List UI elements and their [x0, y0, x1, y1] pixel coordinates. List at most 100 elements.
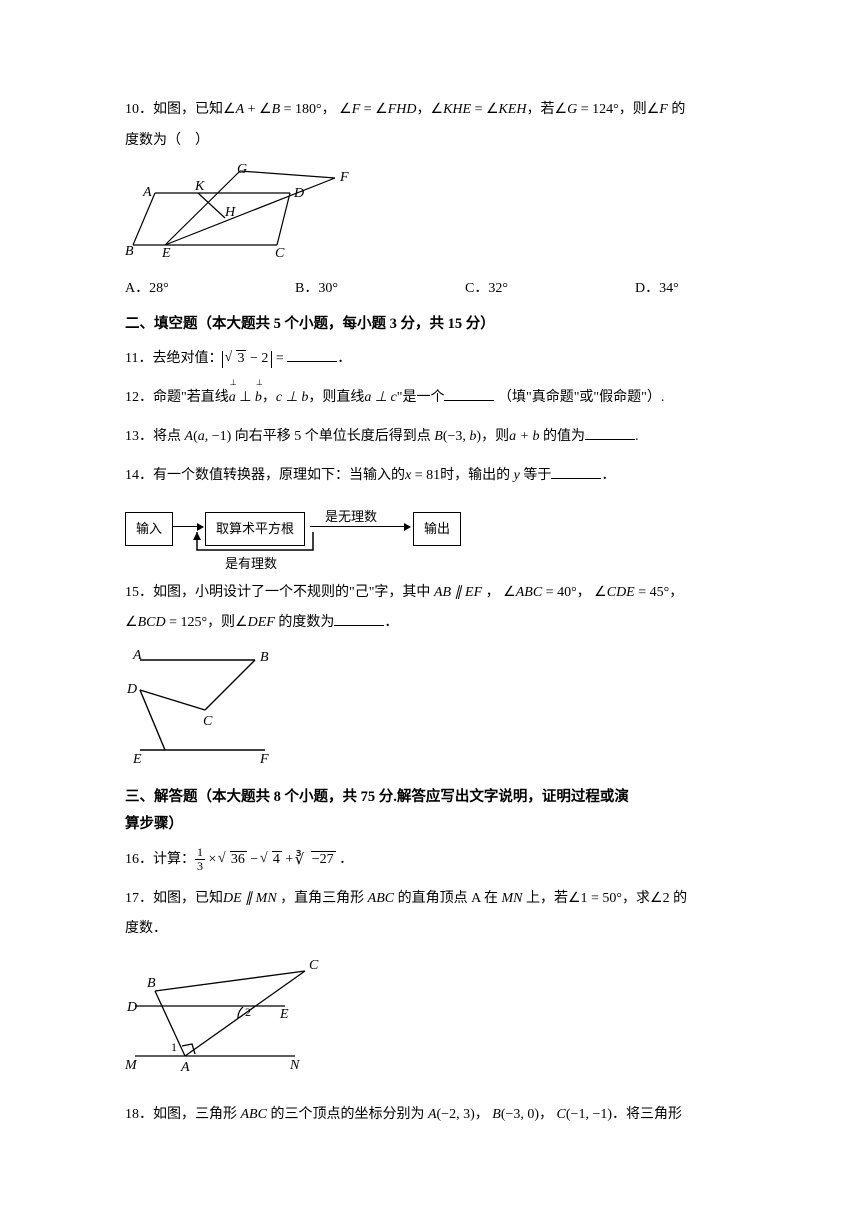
q15-expr-b: ∠ABC = 40° [503, 585, 577, 600]
q10-choice-d[interactable]: D．34° [635, 276, 735, 303]
q13-expr-b: B(−3, b) [434, 429, 481, 444]
q13-expr-a: A(a, −1) [185, 429, 232, 444]
q10-num: 10． [125, 102, 153, 117]
flow-label-irr: 是无理数 [325, 505, 377, 530]
q10-label-G: G [237, 163, 247, 177]
q10-label-K: K [194, 179, 205, 194]
q10-label-F: F [339, 170, 349, 185]
q17-label-A: A [180, 1060, 190, 1075]
q10-expr-a: ∠A + ∠B = 180° [223, 102, 322, 117]
q10-choice-b[interactable]: B．30° [295, 276, 465, 303]
q15-text-d: 的度数为 [278, 615, 334, 630]
q16-frac: 13 [195, 846, 205, 873]
q10-label-B: B [125, 244, 134, 258]
q18-expr-b: A(−2, 3) [428, 1107, 475, 1122]
q15-text-c: ，则 [207, 615, 235, 630]
q17-expr-d: ∠1 = 50° [568, 891, 622, 906]
q10-text-a: 如图，已知 [153, 102, 223, 117]
q17-text-a: 如图，已知 [153, 891, 223, 906]
q18-expr-a: ABC [241, 1107, 267, 1122]
q17-label-D: D [126, 1000, 137, 1015]
q16-num: 16． [125, 852, 153, 867]
q17-text-f: 的 [673, 891, 687, 906]
q16-cbrt1: −27 [297, 845, 336, 876]
q17-num: 17． [125, 891, 153, 906]
q15-label-C: C [203, 714, 213, 729]
q16-sqrt1: 36 [220, 845, 247, 876]
question-13: 13．将点 A(a, −1) 向右平移 5 个单位长度后得到点 B(−3, b)… [125, 422, 750, 453]
q12-text-c: "是一个 [397, 390, 445, 405]
question-11: 11．去绝对值：3 − 2 = ． [125, 344, 750, 375]
q14-expr-b: y [514, 468, 520, 483]
q18-text-b: 的三个顶点的坐标分别为 [270, 1107, 424, 1122]
q12-text-a: 命题"若直线 [153, 390, 229, 405]
q17-expr-c: MN [501, 891, 522, 906]
q13-text-c: ，则 [481, 429, 509, 444]
question-15: 15．如图，小明设计了一个不规则的"己"字，其中 AB ∥ EF ， ∠ABC … [125, 578, 750, 776]
q18-text-c: ．将三角形 [612, 1107, 682, 1122]
flow-label-rat: 是有理数 [225, 552, 277, 577]
q15-expr-d: ∠BCD = 125° [125, 615, 207, 630]
q14-num: 14． [125, 468, 153, 483]
q17-label-N: N [289, 1058, 300, 1073]
q11-num: 11． [125, 351, 152, 366]
q11-text-a: 去绝对值： [152, 351, 222, 366]
q12-blank[interactable] [444, 385, 494, 401]
q10-figure: G F A K D H B E C [125, 163, 750, 269]
q15-label-E: E [132, 752, 142, 765]
q10-expr-e: ∠F [647, 102, 668, 117]
q13-num: 13． [125, 429, 153, 444]
q17-text: 17．如图，已知DE ∥ MN ，直角三角形 ABC 的直角顶点 A 在 MN … [125, 884, 750, 946]
q17-label-C: C [309, 958, 319, 973]
q14-text-d: ． [601, 468, 615, 483]
q11-eq: = [272, 351, 287, 366]
q11-blank[interactable] [287, 346, 337, 362]
question-18: 18．如图，三角形 ABC 的三个顶点的坐标分别为 A(−2, 3)， B(−3… [125, 1100, 750, 1131]
q10-expr-d: ∠G = 124° [555, 102, 619, 117]
q11-abs: 3 − 2 [222, 351, 272, 368]
question-16: 16．计算：13 × 36 − 4 + −27 ． [125, 845, 750, 876]
flow-output-box: 输出 [413, 512, 461, 547]
q10-text-e: 度数为（ ） [125, 133, 209, 148]
q15-text-b: ， [669, 585, 683, 600]
q13-expr-c: a + b [509, 429, 539, 444]
q17-label-M: M [125, 1058, 138, 1073]
q14-text-c: 等于 [523, 468, 551, 483]
q17-label-1: 1 [171, 1040, 177, 1054]
q17-expr-b: ABC [368, 891, 394, 906]
q10-text-d: 的 [671, 102, 685, 117]
q14-blank[interactable] [551, 463, 601, 479]
q18-text-a: 如图，三角形 [153, 1107, 237, 1122]
q10-choices: A．28° B．30° C．32° D．34° [125, 276, 750, 303]
q10-label-H: H [224, 205, 236, 220]
q17-expr-e: ∠2 [650, 891, 670, 906]
section-2-title: 二、填空题（本大题共 5 个小题，每小题 3 分，共 15 分） [125, 311, 750, 339]
q15-label-D: D [126, 682, 137, 697]
q16-sqrt2: 4 [262, 845, 282, 876]
q15-expr-e: ∠DEF [235, 615, 275, 630]
q13-blank[interactable] [585, 424, 635, 440]
q10-choice-a[interactable]: A．28° [125, 276, 295, 303]
q14-text-a: 有一个数值转换器，原理如下：当输入的 [153, 468, 405, 483]
q10-choice-c[interactable]: C．32° [465, 276, 635, 303]
q14-expr-a: x = 81 [405, 468, 440, 483]
question-12: 12．命题"若直线⊥a ⊥ ⊥b，c ⊥ b，则直线a ⊥ c"是一个 （填"真… [125, 383, 750, 414]
q17-text-g: 度数． [125, 921, 167, 936]
q15-text-e: ． [384, 615, 398, 630]
q17-label-2: 2 [245, 1005, 251, 1019]
q17-label-B: B [147, 976, 156, 991]
flow-arrow-1 [173, 526, 203, 528]
q10-expr-c: ∠KHE = ∠KEH [431, 102, 527, 117]
q15-text: 15．如图，小明设计了一个不规则的"己"字，其中 AB ∥ EF ， ∠ABC … [125, 578, 750, 640]
q14-text-b: 时，输出的 [440, 468, 510, 483]
q10-label-D: D [293, 186, 304, 201]
q10-expr-b: ∠F = ∠FHD [339, 102, 416, 117]
q13-text-e: . [635, 429, 639, 444]
q15-blank[interactable] [334, 610, 384, 626]
q10-text-b: ，若 [527, 102, 555, 117]
q13-text-a: 将点 [153, 429, 181, 444]
question-14: 14．有一个数值转换器，原理如下：当输入的x = 81时，输出的 y 等于 ． 输… [125, 461, 750, 570]
q17-text-c: 的直角顶点 A 在 [398, 891, 498, 906]
q17-figure: B C D E M A N 1 2 [125, 951, 750, 1092]
q18-num: 18． [125, 1107, 153, 1122]
